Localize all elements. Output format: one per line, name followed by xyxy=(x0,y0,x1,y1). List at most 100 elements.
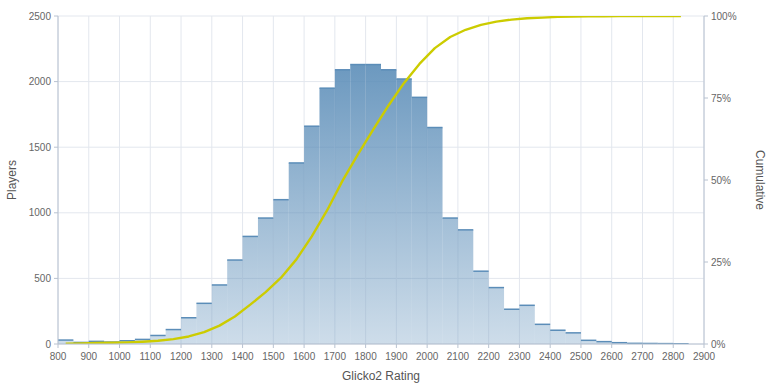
histogram-bar xyxy=(458,230,473,344)
x-tick xyxy=(457,344,458,348)
x-tick xyxy=(181,344,182,348)
grid-line-x xyxy=(519,16,520,344)
y2-tick-label: 0% xyxy=(711,339,726,350)
x-tick-label: 1000 xyxy=(108,351,131,362)
x-tick-label: 1300 xyxy=(201,351,224,362)
histogram-bar xyxy=(581,340,596,344)
histogram-bar xyxy=(489,288,504,344)
y-tick-label: 2000 xyxy=(29,76,52,87)
histogram-bar-top xyxy=(366,64,381,66)
x-tick xyxy=(304,344,305,348)
histogram-bar-top xyxy=(289,162,304,164)
x-tick xyxy=(119,344,120,348)
x-tick xyxy=(704,344,705,348)
y-tick xyxy=(54,81,58,82)
x-tick-label: 1200 xyxy=(170,351,193,362)
histogram-bar xyxy=(227,260,242,344)
grid-line-x xyxy=(119,16,120,344)
y-tick xyxy=(54,212,58,213)
histogram-bar-top xyxy=(258,217,273,219)
histogram-bar-top xyxy=(319,87,334,89)
histogram-bar-top xyxy=(350,64,365,66)
x-tick xyxy=(396,344,397,348)
x-tick xyxy=(642,344,643,348)
y2-tick xyxy=(704,344,708,345)
grid-line-x xyxy=(88,16,89,344)
histogram-bar-top xyxy=(196,303,211,305)
histogram-bar xyxy=(181,318,196,344)
grid xyxy=(58,16,704,344)
histogram-bar-top xyxy=(227,259,242,261)
histogram-bar xyxy=(396,79,411,344)
y-tick xyxy=(54,147,58,148)
x-tick-label: 2200 xyxy=(478,351,501,362)
histogram-bar xyxy=(566,333,581,344)
histogram-bar-top xyxy=(612,342,627,344)
x-tick-label: 2700 xyxy=(631,351,654,362)
grid-line-x xyxy=(150,16,151,344)
x-tick-label: 1100 xyxy=(140,351,162,362)
y2-axis-label: Cumulative xyxy=(753,150,767,210)
x-tick-label: 2500 xyxy=(570,351,593,362)
histogram-bar-top xyxy=(473,270,488,272)
x-tick xyxy=(334,344,335,348)
grid-line-y xyxy=(58,344,704,345)
histogram-bar xyxy=(258,218,273,344)
x-tick-label: 1900 xyxy=(385,351,408,362)
y2-tick-label: 50% xyxy=(711,175,731,186)
histogram-bar-top xyxy=(381,69,396,71)
histogram-bar-top xyxy=(458,229,473,231)
histogram-bar xyxy=(443,218,458,344)
histogram-bar-top xyxy=(150,335,165,337)
histogram-bar-top xyxy=(212,284,227,286)
histogram-bar xyxy=(335,70,350,344)
histogram-bar-top xyxy=(535,324,550,326)
x-tick xyxy=(58,344,59,348)
histogram-bar-top xyxy=(443,217,458,219)
x-tick-label: 1800 xyxy=(354,351,377,362)
x-tick-label: 2400 xyxy=(539,351,562,362)
histogram-bar-top xyxy=(396,78,411,80)
y-tick-label: 500 xyxy=(34,273,51,284)
x-tick-label: 800 xyxy=(50,351,67,362)
histogram-bar xyxy=(243,236,258,344)
histogram-bar xyxy=(427,128,442,344)
histogram-bar xyxy=(473,271,488,344)
histogram-bar-top xyxy=(504,308,519,310)
y2-tick xyxy=(704,180,708,181)
axes: 8009001000110012001300140015001600170018… xyxy=(29,11,737,363)
x-tick-label: 1400 xyxy=(231,351,254,362)
y-tick-label: 0 xyxy=(45,339,51,350)
histogram-bar xyxy=(366,65,381,344)
histogram-bar-top xyxy=(135,339,150,341)
x-tick xyxy=(365,344,366,348)
histogram-bar-top xyxy=(427,127,442,129)
x-tick-label: 1700 xyxy=(324,351,347,362)
x-tick xyxy=(211,344,212,348)
grid-line-x xyxy=(611,16,612,344)
x-tick xyxy=(488,344,489,348)
x-tick xyxy=(580,344,581,348)
x-tick xyxy=(673,344,674,348)
grid-line-x xyxy=(673,16,674,344)
histogram-bar xyxy=(412,97,427,344)
histogram-bar-top xyxy=(273,199,288,201)
histogram-bar-top xyxy=(489,287,504,289)
y2-tick-label: 75% xyxy=(711,93,731,104)
histogram-bar-top xyxy=(596,341,611,343)
plot-area xyxy=(58,16,689,344)
x-tick-label: 1500 xyxy=(262,351,285,362)
x-tick-label: 2900 xyxy=(693,351,716,362)
x-tick xyxy=(88,344,89,348)
histogram-bar xyxy=(350,65,365,344)
y2-tick xyxy=(704,98,708,99)
x-tick xyxy=(550,344,551,348)
chart: 8009001000110012001300140015001600170018… xyxy=(0,0,768,388)
histogram-bar xyxy=(166,330,181,344)
y-tick xyxy=(54,16,58,17)
cumulative-line xyxy=(66,16,681,344)
x-tick-label: 900 xyxy=(80,351,97,362)
y-tick xyxy=(54,278,58,279)
histogram-bar xyxy=(212,285,227,344)
histogram-bar-top xyxy=(519,305,534,307)
